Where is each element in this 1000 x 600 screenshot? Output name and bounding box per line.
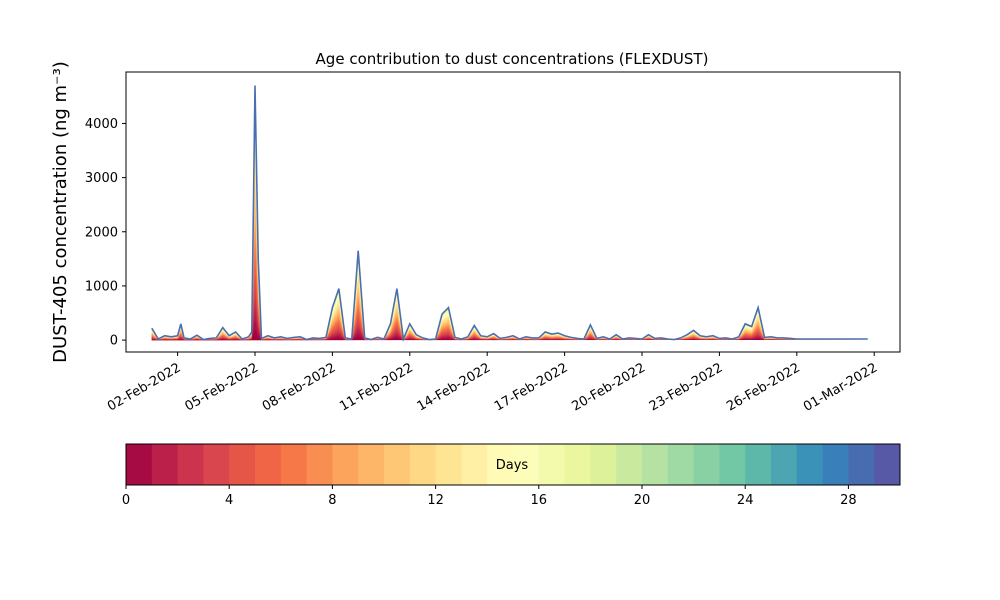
y-tick-label: 4000 [85,117,118,132]
colorbar-bin [667,444,694,485]
colorbar-bin [564,444,591,485]
colorbar-bin [616,444,643,485]
colorbar-tick-label: 16 [531,493,548,508]
y-tick-label: 2000 [85,225,118,240]
colorbar-bin [693,444,720,485]
chart-title: Age contribution to dust concentrations … [316,50,709,68]
colorbar-bin [306,444,333,485]
colorbar-bin [255,444,282,485]
colorbar: Days 0 4 8 12 16 20 24 28 [122,443,901,508]
colorbar-tick-label: 20 [634,493,651,508]
colorbar-bin [513,444,540,485]
colorbar-tick-label: 12 [427,493,444,508]
colorbar-tick-label: 8 [328,493,336,508]
colorbar-bin [203,444,230,485]
colorbar-ticks: 0 4 8 12 16 20 24 28 [122,485,857,508]
colorbar-tick-label: 24 [737,493,754,508]
colorbar-bin [771,444,798,485]
colorbar-bin [487,444,514,485]
y-axis-label: DUST-405 concentration (ng m⁻³) [50,61,71,363]
colorbar-bin [332,444,359,485]
colorbar-bin [796,444,823,485]
colorbar-bin [126,444,153,485]
colorbar-bin [177,444,204,485]
colorbar-bin [590,444,617,485]
y-tick-label: 0 [110,334,118,349]
y-tick-label: 1000 [85,279,118,294]
plot-area [125,71,901,353]
colorbar-bin [280,444,307,485]
colorbar-bins [126,444,901,485]
colorbar-bin [848,444,875,485]
colorbar-tick-label: 0 [122,493,130,508]
colorbar-bin [719,444,746,485]
colorbar-bin [435,444,462,485]
plot-frame [125,71,901,353]
colorbar-bin [822,444,849,485]
colorbar-bin [358,444,385,485]
colorbar-tick-label: 4 [225,493,233,508]
colorbar-label: Days [496,458,529,473]
colorbar-bin [642,444,669,485]
colorbar-bin [461,444,488,485]
total-concentration-line [151,85,868,343]
colorbar-frame [125,443,901,486]
colorbar-bin [384,444,411,485]
y-tick-label: 3000 [85,171,118,186]
colorbar-bin [409,444,436,485]
colorbar-bin [538,444,565,485]
colorbar-bin [745,444,772,485]
colorbar-tick-label: 28 [840,493,857,508]
colorbar-bin [229,444,256,485]
colorbar-bin [874,444,901,485]
y-axis: 0 1000 2000 3000 4000 [85,117,126,349]
colorbar-bin [151,444,178,485]
